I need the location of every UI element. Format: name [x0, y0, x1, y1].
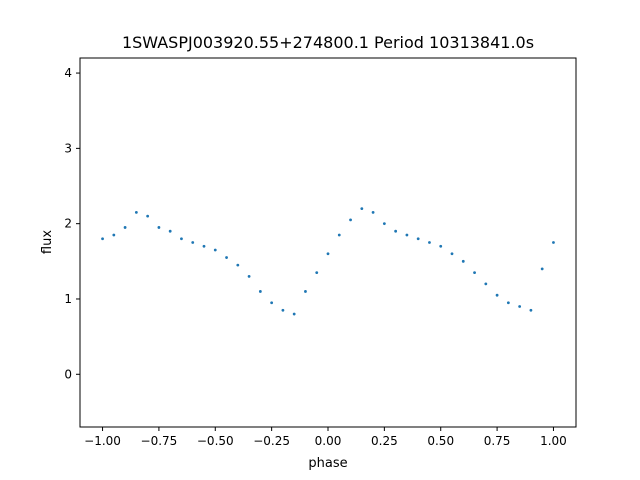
data-point [146, 214, 150, 218]
x-tick-label: −0.75 [141, 434, 178, 448]
data-point [428, 241, 431, 244]
data-point [439, 244, 443, 248]
data-point [191, 241, 195, 244]
x-tick-label: −1.00 [84, 434, 121, 448]
points-layer [101, 207, 555, 316]
data-point [518, 305, 522, 308]
y-tick-label: 0 [64, 367, 72, 381]
data-point [326, 252, 330, 256]
data-point [281, 308, 285, 312]
data-point [315, 271, 319, 275]
x-tick-label: 0.50 [427, 434, 454, 448]
data-point [371, 210, 375, 214]
x-tick-label: 0.25 [371, 434, 398, 448]
data-point [484, 282, 488, 286]
data-point [506, 301, 510, 305]
data-point [405, 233, 409, 237]
x-tick-label: 0.75 [484, 434, 511, 448]
x-tick-label: −0.50 [197, 434, 234, 448]
data-point [349, 218, 352, 222]
data-point [180, 237, 183, 241]
data-point [450, 252, 454, 256]
data-point [461, 259, 465, 263]
y-tick-label: 4 [64, 66, 72, 80]
data-point [112, 233, 116, 237]
data-point [101, 237, 104, 241]
data-point [529, 308, 533, 312]
data-point [134, 210, 138, 214]
data-point [304, 290, 307, 293]
data-point [258, 290, 262, 293]
data-point [416, 237, 420, 241]
data-point [236, 263, 240, 267]
data-point [270, 301, 274, 305]
data-point [202, 244, 206, 248]
data-point [360, 207, 364, 211]
data-point [123, 226, 127, 229]
data-point [213, 248, 217, 252]
x-tick-label: 1.00 [540, 434, 567, 448]
chart-title: 1SWASPJ003920.55+274800.1 Period 1031384… [122, 33, 534, 52]
data-point [382, 222, 386, 226]
data-point [540, 267, 544, 271]
y-axis-ticks: 0 1 2 3 4 [64, 66, 80, 381]
data-point [473, 271, 476, 275]
data-point [292, 312, 296, 316]
data-point [495, 293, 499, 297]
y-tick-label: 1 [64, 292, 72, 306]
y-axis-label: flux [40, 230, 55, 254]
x-axis-label: phase [308, 456, 347, 471]
data-point [337, 233, 341, 237]
data-point [168, 229, 172, 233]
data-point [552, 241, 555, 244]
data-point [225, 256, 228, 259]
data-point [394, 229, 398, 233]
x-tick-label: 0.00 [315, 434, 342, 448]
x-tick-label: −0.25 [253, 434, 290, 448]
data-point [157, 226, 161, 229]
plot-area [80, 58, 576, 427]
y-tick-label: 3 [64, 141, 72, 155]
y-tick-label: 2 [64, 217, 72, 231]
x-axis-ticks: −1.00 −0.75 −0.50 −0.25 0.00 0.25 0.50 0.75 1.00 [84, 427, 567, 448]
data-point [247, 274, 251, 278]
